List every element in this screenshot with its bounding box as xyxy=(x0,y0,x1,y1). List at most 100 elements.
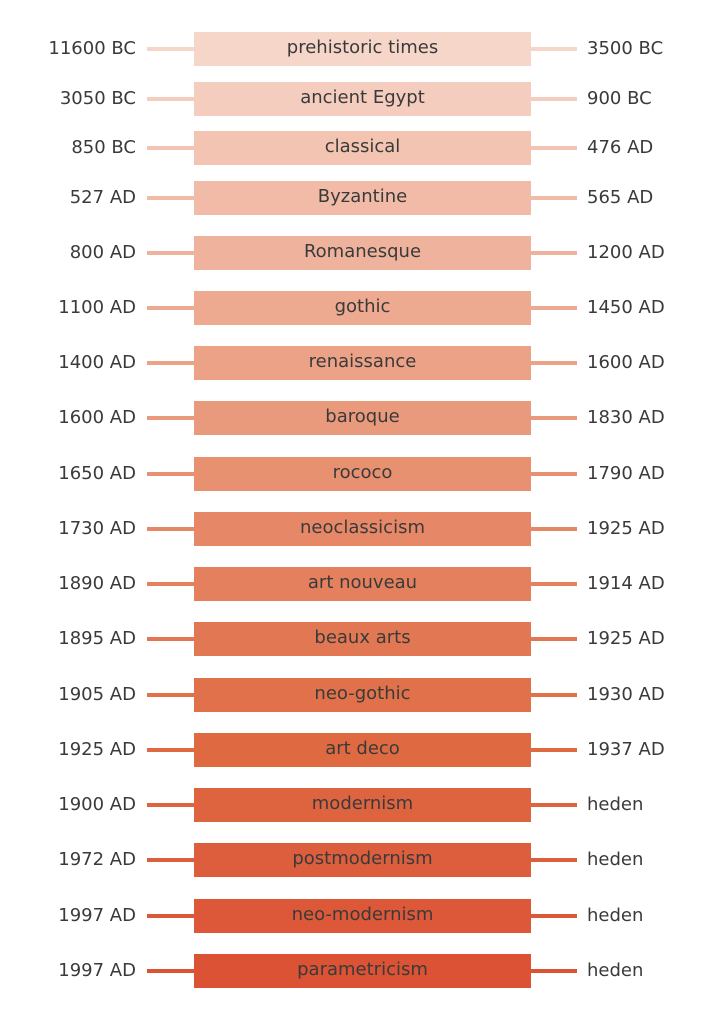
period-bar: neo-gothic xyxy=(194,678,531,712)
period-name-label: classical xyxy=(324,136,401,157)
period-bar: art deco xyxy=(194,733,531,767)
connector-line-left xyxy=(147,858,194,862)
timeline-row: 1925 AD art deco 1937 AD xyxy=(0,733,724,767)
start-date-label: 1997 AD xyxy=(58,905,136,926)
start-date-label: 527 AD xyxy=(69,187,136,208)
connector-line-left xyxy=(147,914,194,918)
connector-line-right xyxy=(531,803,577,807)
period-bar: neoclassicism xyxy=(194,512,531,546)
timeline-row: 1895 AD beaux arts 1925 AD xyxy=(0,622,724,656)
connector-line-right xyxy=(531,306,577,310)
end-date-label: heden xyxy=(587,960,644,981)
end-date-label: 1600 AD xyxy=(587,352,665,373)
connector-line-right xyxy=(531,47,577,51)
period-name-label: postmodernism xyxy=(292,848,433,869)
start-date-label: 1905 AD xyxy=(58,684,136,705)
end-date-label: heden xyxy=(587,794,644,815)
connector-line-left xyxy=(147,361,194,365)
connector-line-left xyxy=(147,693,194,697)
period-bar: rococo xyxy=(194,457,531,491)
start-date-label: 1730 AD xyxy=(58,518,136,539)
end-date-label: 1925 AD xyxy=(587,628,665,649)
period-bar: classical xyxy=(194,131,531,165)
end-date-label: 1925 AD xyxy=(587,518,665,539)
connector-line-left xyxy=(147,969,194,973)
period-name-label: art nouveau xyxy=(307,572,418,593)
period-bar: postmodernism xyxy=(194,843,531,877)
start-date-label: 850 BC xyxy=(71,137,136,158)
connector-line-right xyxy=(531,146,577,150)
connector-line-left xyxy=(147,416,194,420)
period-bar: parametricism xyxy=(194,954,531,988)
end-date-label: 3500 BC xyxy=(587,38,664,59)
end-date-label: 1200 AD xyxy=(587,242,665,263)
period-bar: renaissance xyxy=(194,346,531,380)
period-bar: baroque xyxy=(194,401,531,435)
period-name-label: neo-modernism xyxy=(291,904,434,925)
period-name-label: rococo xyxy=(332,462,393,483)
timeline-row: 800 AD Romanesque 1200 AD xyxy=(0,236,724,270)
start-date-label: 1972 AD xyxy=(58,849,136,870)
connector-line-left xyxy=(147,196,194,200)
period-bar: gothic xyxy=(194,291,531,325)
start-date-label: 11600 BC xyxy=(48,38,136,59)
connector-line-right xyxy=(531,914,577,918)
period-name-label: prehistoric times xyxy=(286,37,439,58)
connector-line-left xyxy=(147,146,194,150)
start-date-label: 1600 AD xyxy=(58,407,136,428)
end-date-label: 1830 AD xyxy=(587,407,665,428)
period-name-label: art deco xyxy=(325,738,400,759)
period-bar: prehistoric times xyxy=(194,32,531,66)
start-date-label: 800 AD xyxy=(69,242,136,263)
connector-line-left xyxy=(147,251,194,255)
period-name-label: neo-gothic xyxy=(314,683,411,704)
timeline-row: 1600 AD baroque 1830 AD xyxy=(0,401,724,435)
connector-line-left xyxy=(147,748,194,752)
connector-line-left xyxy=(147,47,194,51)
start-date-label: 1925 AD xyxy=(58,739,136,760)
timeline-row: 1972 AD postmodernism heden xyxy=(0,843,724,877)
end-date-label: 900 BC xyxy=(587,88,652,109)
period-name-label: parametricism xyxy=(297,959,428,980)
period-bar: art nouveau xyxy=(194,567,531,601)
period-name-label: neoclassicism xyxy=(300,517,425,538)
connector-line-left xyxy=(147,582,194,586)
period-name-label: modernism xyxy=(311,793,414,814)
connector-line-left xyxy=(147,527,194,531)
end-date-label: heden xyxy=(587,905,644,926)
connector-line-right xyxy=(531,251,577,255)
period-bar: Romanesque xyxy=(194,236,531,270)
period-name-label: Byzantine xyxy=(317,186,408,207)
period-name-label: Romanesque xyxy=(303,241,422,262)
start-date-label: 1997 AD xyxy=(58,960,136,981)
timeline-row: 1400 AD renaissance 1600 AD xyxy=(0,346,724,380)
period-name-label: renaissance xyxy=(308,351,417,372)
connector-line-right xyxy=(531,582,577,586)
end-date-label: 1790 AD xyxy=(587,463,665,484)
timeline-row: 1905 AD neo-gothic 1930 AD xyxy=(0,678,724,712)
start-date-label: 1895 AD xyxy=(58,628,136,649)
timeline-row: 850 BC classical 476 AD xyxy=(0,131,724,165)
end-date-label: 476 AD xyxy=(587,137,654,158)
start-date-label: 1650 AD xyxy=(58,463,136,484)
connector-line-right xyxy=(531,196,577,200)
timeline-row: 1100 AD gothic 1450 AD xyxy=(0,291,724,325)
end-date-label: 1914 AD xyxy=(587,573,665,594)
period-name-label: ancient Egypt xyxy=(300,87,425,108)
timeline-row: 1730 AD neoclassicism 1925 AD xyxy=(0,512,724,546)
connector-line-right xyxy=(531,637,577,641)
timeline-row: 1650 AD rococo 1790 AD xyxy=(0,457,724,491)
timeline-row: 1900 AD modernism heden xyxy=(0,788,724,822)
period-name-label: beaux arts xyxy=(314,627,411,648)
period-bar: modernism xyxy=(194,788,531,822)
start-date-label: 1890 AD xyxy=(58,573,136,594)
connector-line-left xyxy=(147,637,194,641)
start-date-label: 3050 BC xyxy=(59,88,136,109)
end-date-label: 1937 AD xyxy=(587,739,665,760)
period-name-label: gothic xyxy=(334,296,391,317)
connector-line-left xyxy=(147,306,194,310)
end-date-label: 1930 AD xyxy=(587,684,665,705)
connector-line-right xyxy=(531,527,577,531)
end-date-label: 1450 AD xyxy=(587,297,665,318)
connector-line-right xyxy=(531,693,577,697)
